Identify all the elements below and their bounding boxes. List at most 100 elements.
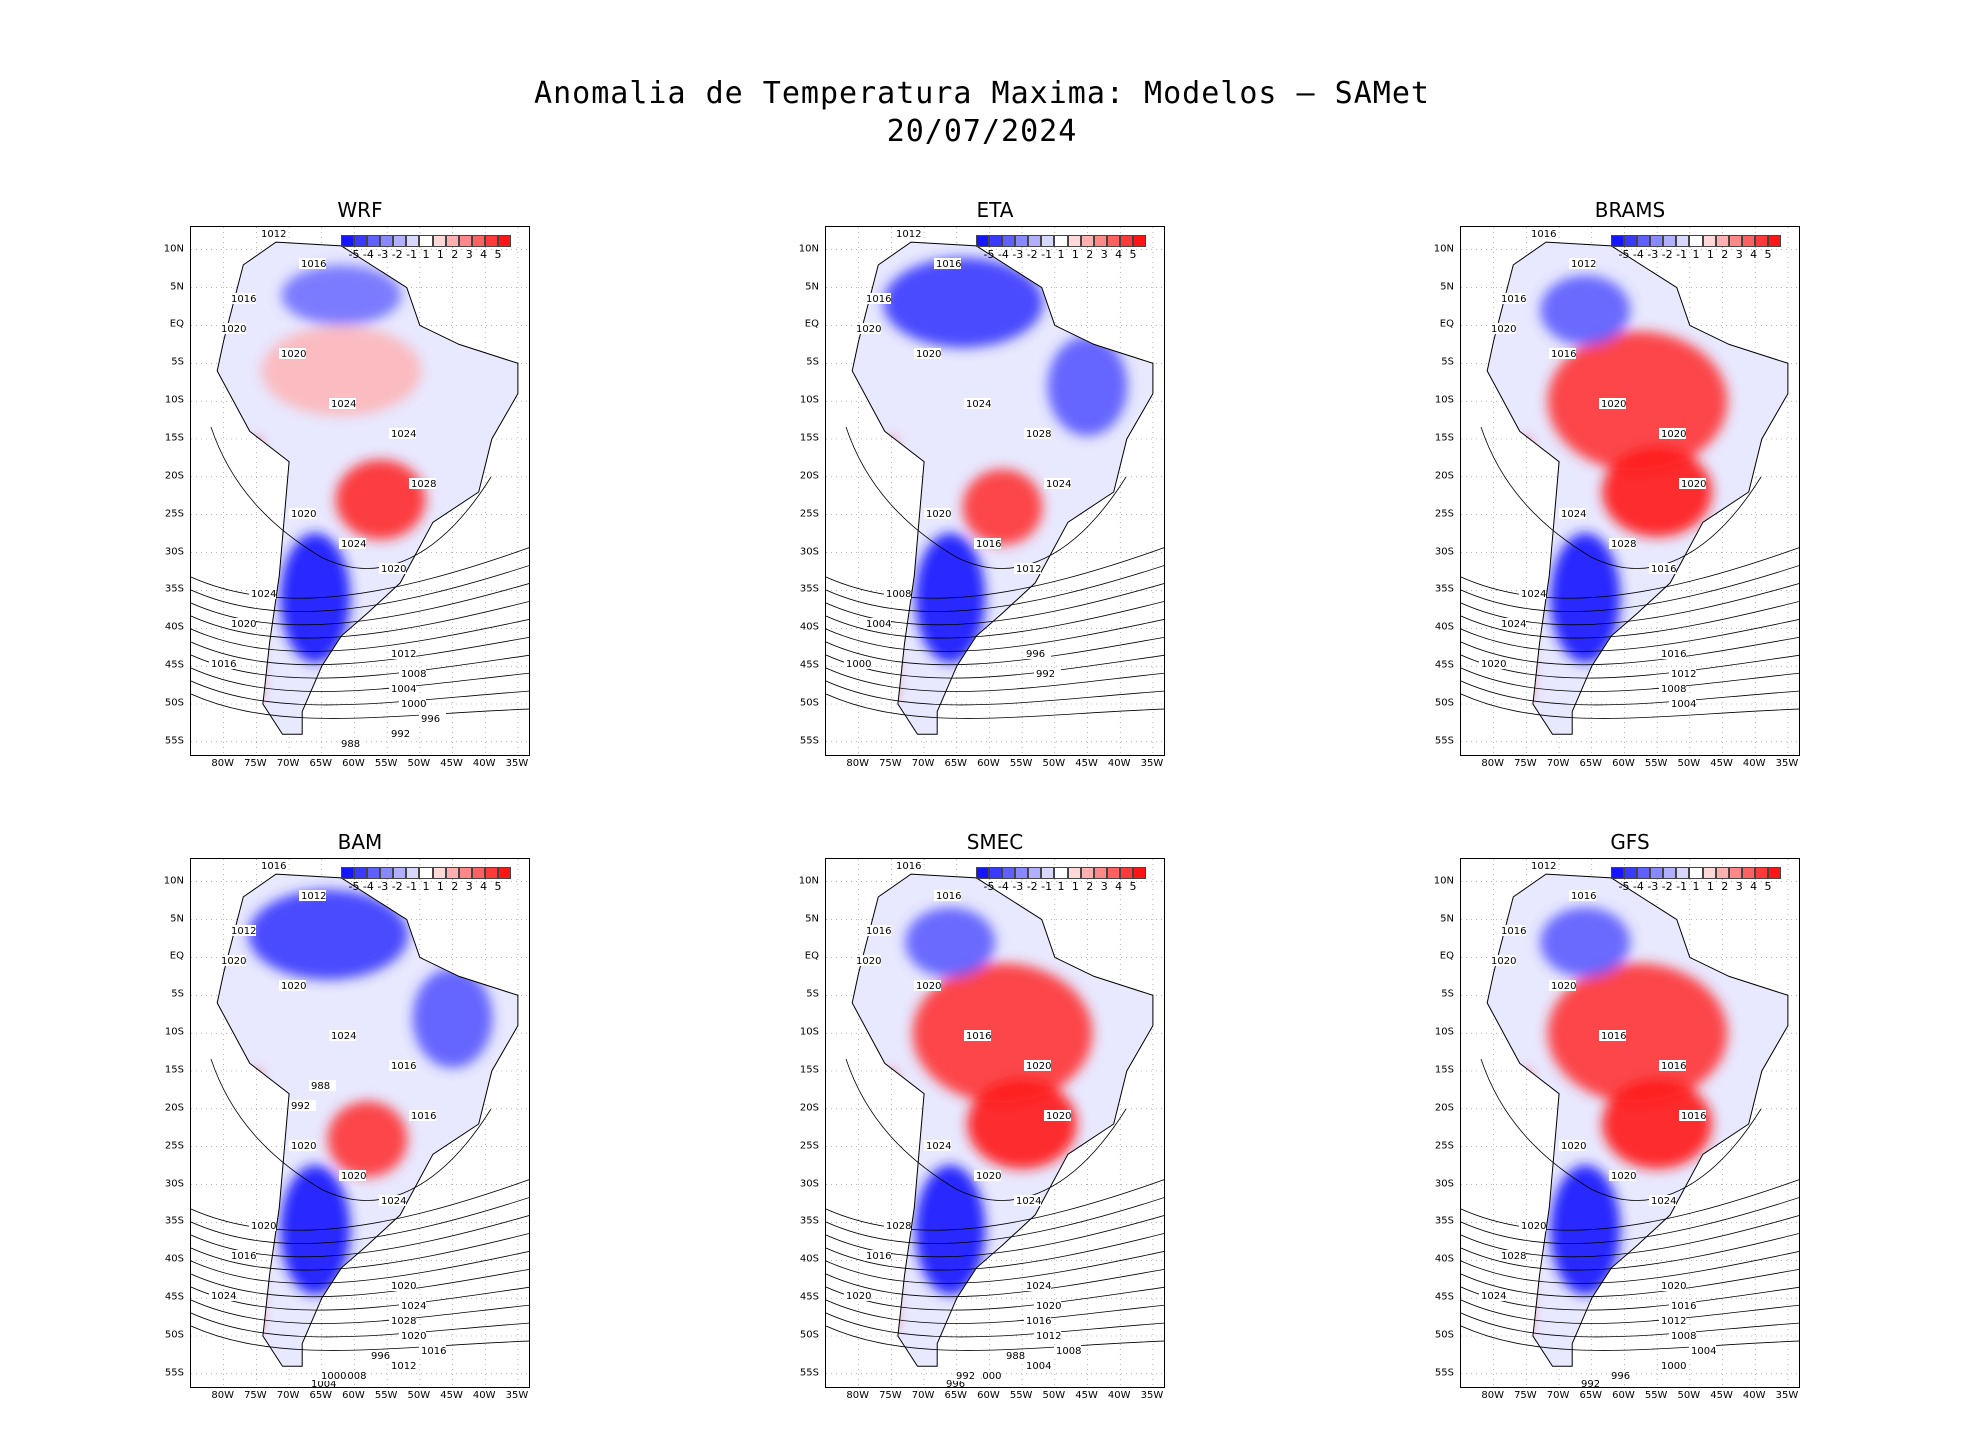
- panel-title: WRF: [337, 198, 383, 222]
- isobar-label: 996: [421, 714, 440, 725]
- colorbar-swatch: [1637, 235, 1651, 247]
- isobar-label: 1028: [411, 479, 436, 490]
- colorbar-swatch: [1702, 867, 1716, 879]
- isobar-label-bg: [1034, 1300, 1061, 1311]
- isobar-line: [1461, 680, 1799, 706]
- longitude-tick-label: 50W: [407, 1390, 431, 1401]
- isobar-label: 1020: [1551, 981, 1576, 992]
- colorbar-swatch: [1119, 235, 1133, 247]
- isobar-label: 1020: [1601, 399, 1626, 410]
- colorbar-swatch: [1132, 235, 1147, 247]
- latitude-tick-label: 20S: [799, 1102, 819, 1114]
- isobar-label: 1020: [221, 324, 246, 335]
- longitude-axis: 80W 75W 70W 65W 60W 55W 50W 45W 40W 35W: [1460, 1390, 1800, 1404]
- isobar-label: 1016: [866, 1251, 891, 1262]
- isobar-label-bg: [1479, 1290, 1506, 1301]
- panel-title: ETA: [976, 198, 1014, 222]
- isobar-label-bg: [894, 228, 921, 239]
- colorbar-legend: -5 -4 -3 -2 -1 1 1 2 3 4 5: [1611, 867, 1789, 901]
- isobar-label-bg: [1004, 1350, 1031, 1361]
- isobar-label: 1020: [1491, 324, 1516, 335]
- latitude-tick-label: 10S: [799, 394, 819, 406]
- latitude-tick-label: 55S: [1434, 1367, 1454, 1379]
- isobar-label-bg: [399, 1300, 426, 1311]
- isobar-label-bg: [1609, 1370, 1636, 1381]
- latitude-tick-label: 10N: [798, 875, 819, 887]
- isobar-label-bg: [289, 1100, 316, 1111]
- anomaly-blob: [1047, 336, 1128, 436]
- isobar-label-bg: [399, 698, 426, 709]
- longitude-tick-label: 45W: [1075, 758, 1098, 769]
- isobar-label-bg: [289, 1140, 316, 1151]
- latitude-tick-label: 45S: [1434, 1291, 1454, 1303]
- colorbar-label: 1: [1692, 248, 1700, 261]
- latitude-tick-label: 55S: [164, 1367, 184, 1379]
- colorbar-swatch: [1637, 867, 1651, 879]
- isobar-label: 1016: [1601, 1031, 1626, 1042]
- isobar-label: 1000: [321, 1371, 346, 1382]
- isobar-label: 1012: [1661, 1316, 1686, 1327]
- isobar-label-bg: [219, 955, 246, 966]
- colorbar-label: 5: [1129, 880, 1137, 893]
- colorbar-swatch: [1028, 867, 1042, 879]
- isobar-line: [845, 426, 1127, 569]
- isobar-label-bg: [1689, 1345, 1716, 1356]
- isobar-line: [826, 565, 1164, 612]
- colorbar-label: 1: [422, 880, 430, 893]
- anomaly-map: 1012 1016 1016 1020 1020 1024 1024 1028 1020 1024…: [190, 226, 530, 756]
- anomaly-field: [217, 242, 518, 735]
- colorbar-label: -5: [1618, 248, 1630, 261]
- longitude-tick-label: 65W: [309, 1390, 333, 1401]
- colorbar-label: 3: [1100, 880, 1108, 893]
- longitude-tick-label: 60W: [342, 758, 365, 769]
- colorbar-swatch: [471, 867, 485, 879]
- latitude-tick-label: 5N: [170, 913, 184, 925]
- isobar-line: [845, 1058, 1127, 1201]
- latitude-tick-label: 40S: [799, 621, 819, 633]
- isobar-label-bg: [1659, 1315, 1686, 1326]
- colorbar-label: 3: [465, 248, 473, 261]
- isobar-label-bg: [1529, 860, 1556, 871]
- colorbar-swatch: [406, 235, 420, 247]
- longitude-tick-label: 55W: [1644, 758, 1668, 769]
- isobar-label-bg: [1669, 668, 1696, 679]
- longitude-tick-label: 75W: [244, 758, 267, 769]
- isobar-label: 1016: [1651, 564, 1676, 575]
- isobar-label-bg: [954, 1370, 981, 1381]
- latitude-tick-label: 10N: [798, 243, 819, 255]
- isobar-line: [1461, 1268, 1799, 1298]
- title-line-2: 20/07/2024: [886, 114, 1078, 149]
- isobar-line: [191, 654, 529, 679]
- isobar-label: 1008: [1671, 1331, 1696, 1342]
- isobar-label-bg: [1529, 228, 1556, 239]
- colorbar-label: 2: [451, 248, 459, 261]
- latitude-tick-label: 5N: [170, 281, 184, 293]
- latitude-tick-label: 5S: [171, 988, 184, 1000]
- isobar-line: [191, 1251, 529, 1284]
- isobar-label-bg: [299, 258, 326, 269]
- coastline: [1486, 873, 1789, 1367]
- colorbar-label: 4: [1750, 248, 1758, 261]
- anomaly-blob: [1540, 907, 1631, 978]
- isobar-label: 1016: [936, 891, 961, 902]
- isobar-label-bg: [854, 323, 881, 334]
- isobar-label: 1016: [411, 1111, 436, 1122]
- latitude-tick-label: 30S: [164, 546, 184, 558]
- isobar-label-bg: [389, 683, 416, 694]
- longitude-tick-label: 35W: [1775, 1390, 1799, 1401]
- longitude-axis: 80W 75W 70W 65W 60W 55W 50W 45W 40W 35W: [825, 758, 1165, 772]
- isobar-label-bg: [924, 508, 951, 519]
- isobar-label-bg: [864, 925, 891, 936]
- panel-title: SMEC: [966, 830, 1024, 854]
- isobar-label-bg: [319, 1370, 346, 1381]
- figure-title: Anomalia de Temperatura Maxima: Modelos …: [0, 75, 1964, 151]
- colorbar-swatch: [1650, 235, 1664, 247]
- isobar-label-bg: [1599, 398, 1626, 409]
- latitude-tick-label: EQ: [1439, 318, 1454, 330]
- isobar-line: [1480, 1058, 1762, 1201]
- longitude-tick-label: 75W: [1514, 758, 1537, 769]
- longitude-tick-label: 65W: [1579, 1390, 1603, 1401]
- longitude-axis: 80W 75W 70W 65W 60W 55W 50W 45W 40W 35W: [190, 1390, 530, 1404]
- colorbar-label: -4: [1632, 248, 1644, 261]
- longitude-tick-label: 50W: [1677, 758, 1701, 769]
